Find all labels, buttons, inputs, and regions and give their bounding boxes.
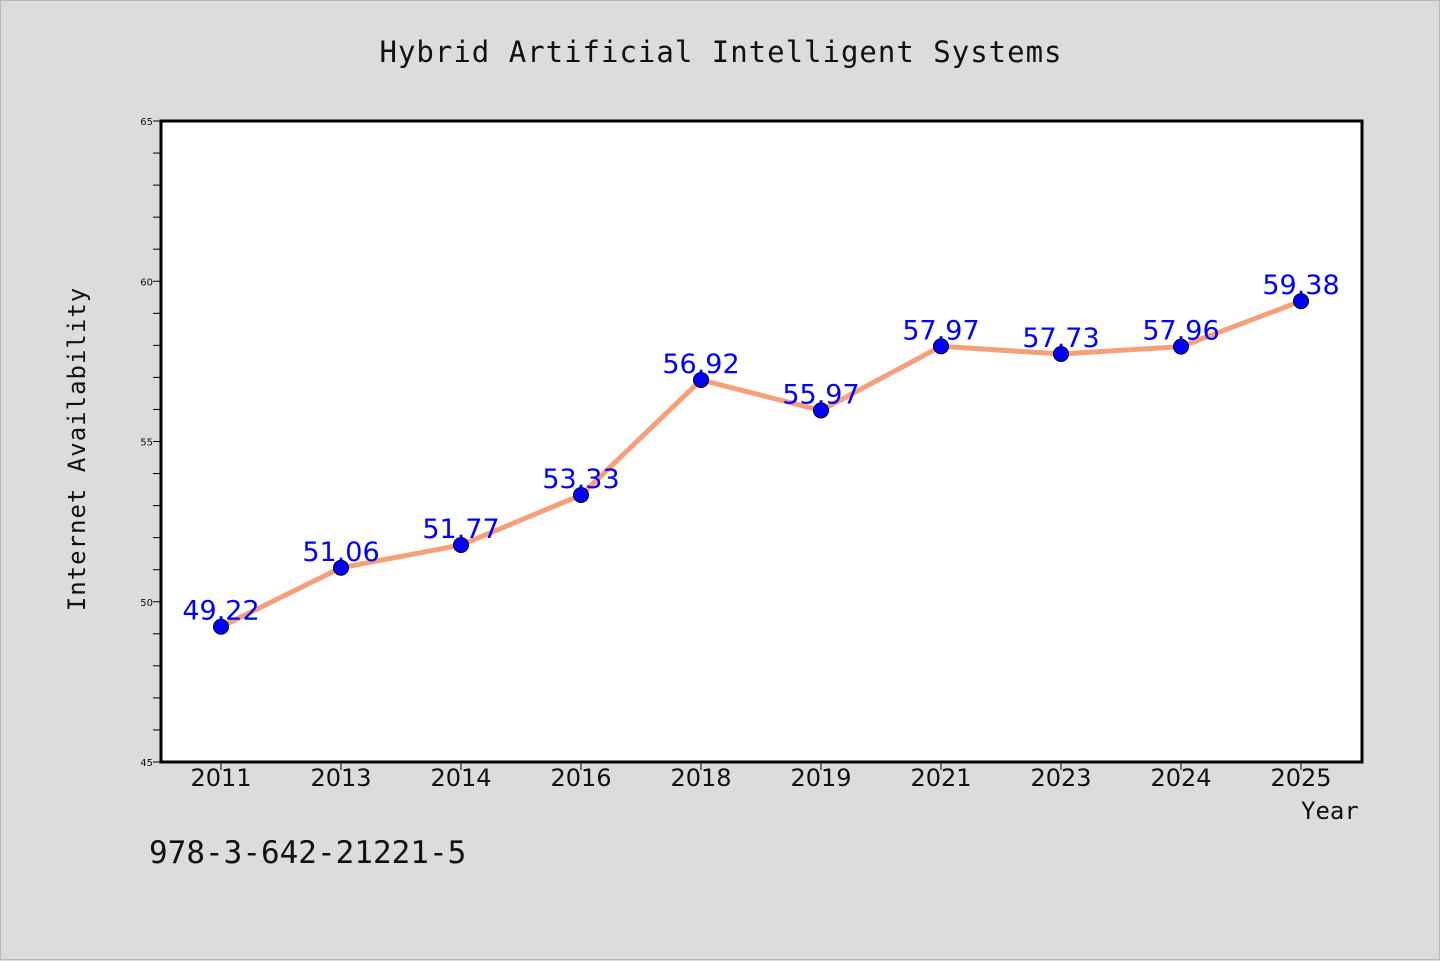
x-tick-label: 2021 [910, 764, 971, 792]
x-tick-label: 2011 [190, 764, 251, 792]
x-tick-label: 2019 [790, 764, 851, 792]
data-label: 57.97 [902, 315, 979, 346]
x-tick-label: 2014 [430, 764, 491, 792]
data-label: 56.92 [662, 349, 739, 380]
x-axis: 2011 2013 2014 2016 2018 2019 2021 2023 2024 2025 [190, 762, 1332, 792]
y-tick-label: 60 [140, 277, 153, 288]
data-point [813, 402, 829, 419]
x-tick-label: 2023 [1030, 764, 1091, 792]
plot-area [159, 119, 1364, 764]
y-tick-label: 55 [140, 438, 153, 449]
isbn-footer: 978-3-642-21221-5 [149, 835, 467, 871]
data-label: 57.73 [1022, 323, 1099, 354]
data-point [933, 338, 949, 355]
series-line [218, 298, 1304, 630]
data-label: 51.77 [422, 514, 499, 545]
y-tick-label: 65 [140, 117, 153, 128]
x-tick-label: 2016 [550, 764, 611, 792]
y-tick-label: 50 [140, 598, 153, 609]
data-point [333, 559, 349, 576]
series-layer: 49.22 51.06 51.77 53.33 56.92 55.97 57.97 57.73… [182, 270, 1340, 635]
x-axis-label: Year [1301, 797, 1359, 825]
x-tick-label: 2024 [1150, 764, 1211, 792]
x-tick-label: 2013 [310, 764, 371, 792]
data-label: 55.97 [782, 379, 859, 410]
y-tick-label: 45 [140, 758, 153, 769]
data-point [1053, 346, 1069, 363]
data-label: 51.06 [302, 537, 379, 568]
data-label: 49.22 [182, 596, 259, 627]
data-point [1173, 338, 1189, 355]
chart-title: Hybrid Artificial Intelligent Systems [379, 35, 1063, 69]
x-tick-label: 2018 [670, 764, 731, 792]
data-point [213, 618, 229, 635]
data-point [453, 537, 469, 554]
x-tick-label: 2025 [1270, 764, 1331, 792]
data-label: 59.38 [1262, 270, 1339, 301]
y-axis: 45 50 55 60 65 [140, 117, 161, 769]
data-point [693, 371, 709, 388]
data-label: 57.96 [1142, 316, 1219, 347]
data-point [1293, 293, 1309, 310]
data-point [573, 487, 589, 504]
data-label: 53.33 [542, 464, 619, 495]
